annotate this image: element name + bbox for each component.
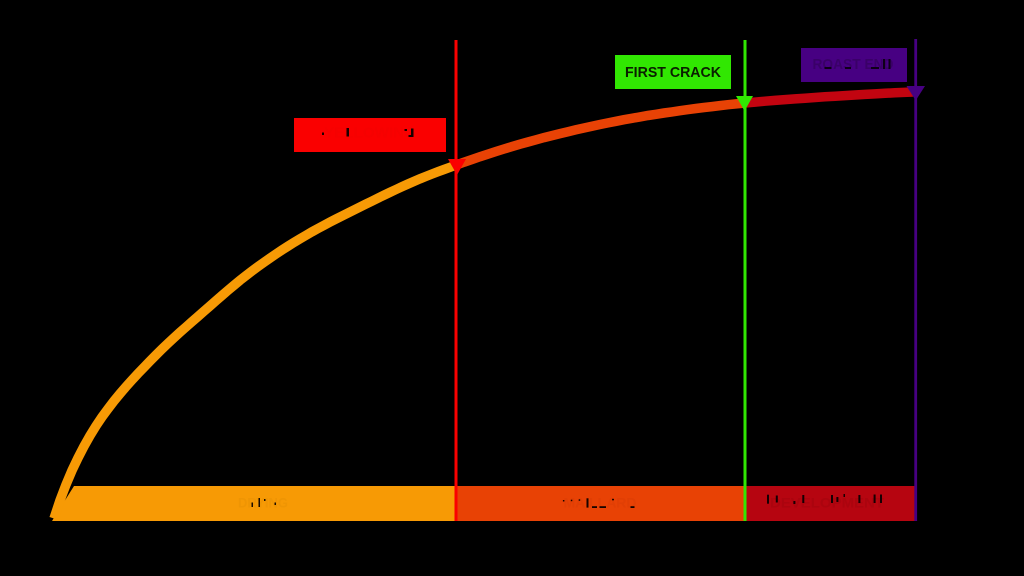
svg-text:DRYING: DRYING <box>238 496 288 511</box>
svg-text:YELLOWING: YELLOWING <box>324 125 416 142</box>
svg-text:DEVELOPMENT: DEVELOPMENT <box>770 496 885 511</box>
svg-text:ROAST END: ROAST END <box>813 56 894 73</box>
svg-text:MAILLARD: MAILLARD <box>564 496 637 511</box>
svg-text:FIRST CRACK: FIRST CRACK <box>625 64 721 81</box>
